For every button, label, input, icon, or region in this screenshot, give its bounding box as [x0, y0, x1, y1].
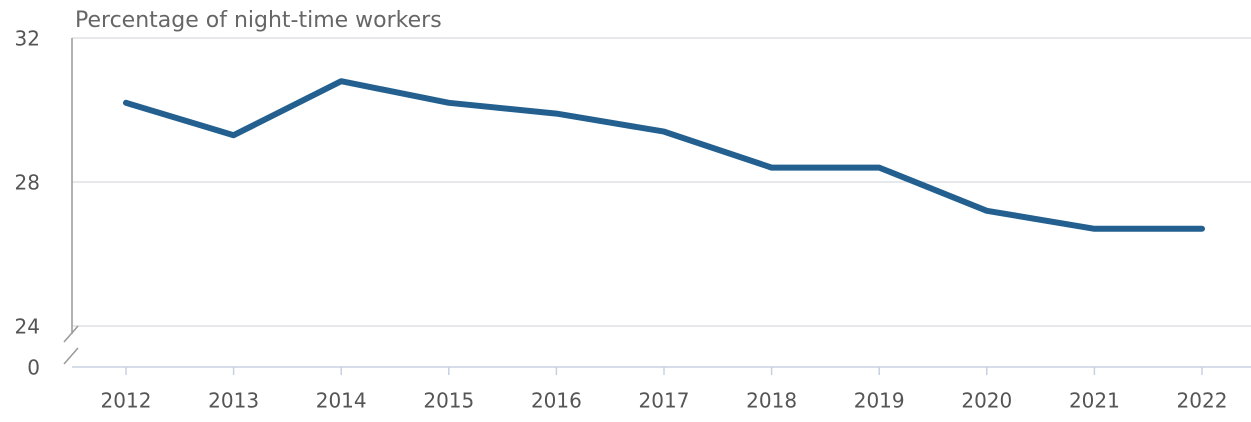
x-tick-label: 2015: [423, 389, 474, 413]
x-tick-label: 2014: [316, 389, 367, 413]
x-tick-label: 2021: [1069, 389, 1120, 413]
x-tick-label: 2016: [531, 389, 582, 413]
x-tick-label: 2013: [208, 389, 259, 413]
y-tick-label: 0: [27, 356, 40, 380]
x-tick-label: 2012: [101, 389, 152, 413]
axis-break: [63, 347, 79, 365]
chart-title: Percentage of night-time workers: [75, 8, 442, 33]
y-tick-label: 28: [15, 171, 40, 195]
x-tick-label: 2017: [639, 389, 690, 413]
data-line: [123, 78, 1205, 232]
axis-break: [63, 325, 79, 343]
x-tick-label: 2018: [746, 389, 797, 413]
y-tick-label: 24: [15, 315, 40, 339]
x-tick-label: 2019: [854, 389, 905, 413]
x-tick-label: 2020: [961, 389, 1012, 413]
x-tick-label: 2022: [1177, 389, 1228, 413]
y-tick-label: 32: [15, 27, 40, 51]
